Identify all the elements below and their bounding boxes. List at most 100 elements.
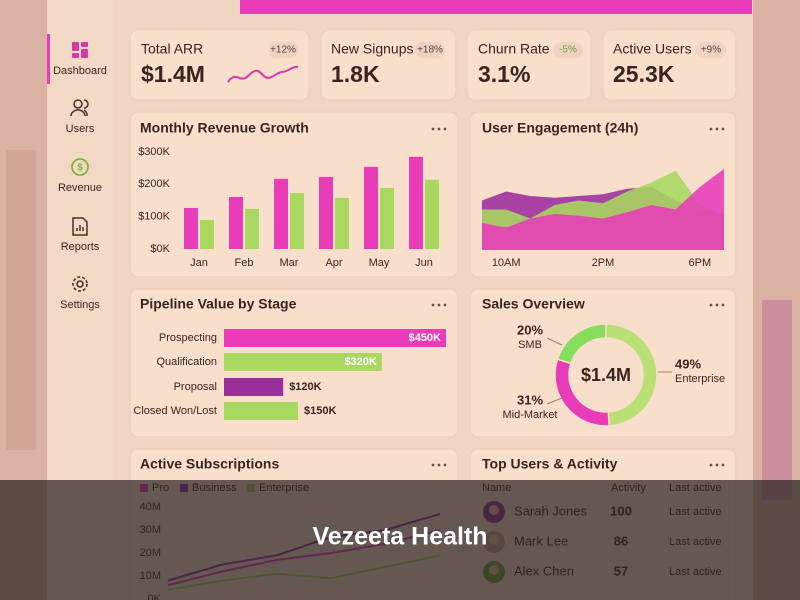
card-title: Top Users & Activity — [482, 456, 618, 472]
x-tick-label: Jan — [190, 257, 208, 269]
menu-dot[interactable] — [721, 127, 725, 131]
bar — [200, 219, 214, 249]
bar — [229, 196, 243, 249]
segment-name: Mid-Market — [502, 409, 557, 421]
icon-reports[interactable] — [72, 217, 88, 236]
menu-dot[interactable] — [437, 463, 441, 467]
kpi-value: 3.1% — [478, 61, 530, 87]
sparkline — [227, 65, 299, 83]
y-category-label: Closed Won/Lost — [133, 405, 217, 417]
menu-dot[interactable] — [715, 127, 719, 131]
x-tick-label: 10AM — [492, 257, 521, 269]
menu-dot[interactable] — [721, 463, 725, 467]
y-category-label: Prospecting — [159, 332, 217, 344]
connector — [546, 337, 563, 346]
value-label: $450K — [409, 332, 441, 344]
menu-dot[interactable] — [443, 463, 447, 467]
kpi-label: Total ARR — [141, 41, 203, 57]
donut-center: $1.4M — [581, 365, 631, 385]
y-tick-label: $0K — [150, 243, 170, 255]
menu-dot[interactable] — [431, 463, 435, 467]
nav-label[interactable]: Users — [66, 123, 95, 135]
icon-users[interactable] — [70, 99, 89, 117]
menu-dot[interactable] — [431, 303, 435, 307]
menu-dot[interactable] — [437, 127, 441, 131]
bar — [245, 208, 259, 249]
kpi-change: +12% — [270, 45, 296, 56]
bg-shape — [6, 150, 36, 450]
bar — [380, 187, 394, 249]
menu-dot[interactable] — [443, 303, 447, 307]
kpi-label: New Signups — [331, 41, 414, 57]
icon-dashboard[interactable] — [72, 42, 88, 58]
donut-segment — [554, 358, 610, 427]
nav-label[interactable]: Settings — [60, 299, 100, 311]
nav-label[interactable]: Revenue — [58, 182, 102, 194]
value-label: $150K — [304, 405, 336, 417]
segment-value: 20% — [517, 322, 543, 337]
x-tick-label: 2PM — [592, 257, 615, 269]
menu-dot[interactable] — [715, 463, 719, 467]
nav-label[interactable]: Reports — [61, 241, 100, 253]
card-title: Sales Overview — [482, 296, 585, 312]
value-label: $120K — [289, 381, 321, 393]
change-pill — [415, 42, 445, 58]
change-pill — [696, 42, 726, 58]
card-title: User Engagement (24h) — [482, 120, 638, 136]
kpi-change: -5% — [559, 45, 577, 56]
kpi-value: $1.4M — [141, 61, 205, 87]
icon-settings[interactable] — [72, 276, 88, 292]
icon-revenue[interactable]: $ — [71, 158, 89, 176]
bar — [224, 402, 298, 420]
x-tick-label: Mar — [280, 257, 299, 269]
x-tick-label: Jun — [415, 257, 433, 269]
segment-name: Enterprise — [675, 373, 725, 385]
change-pill — [553, 42, 583, 58]
menu-dot[interactable] — [709, 303, 713, 307]
bar — [224, 353, 382, 371]
menu-dot[interactable] — [721, 303, 725, 307]
bar — [335, 197, 349, 249]
menu-dot[interactable] — [431, 127, 435, 131]
y-category-label: Qualification — [156, 356, 217, 368]
menu-dot[interactable] — [709, 463, 713, 467]
x-tick-label: May — [369, 257, 390, 269]
kpi-change: +9% — [701, 45, 721, 56]
bar — [224, 329, 446, 347]
kpi-label: Churn Rate — [478, 41, 550, 57]
value-label: $320K — [344, 356, 376, 368]
bar — [184, 207, 198, 249]
bar — [425, 179, 439, 249]
y-tick-label: $200K — [138, 178, 170, 190]
svg-text:$: $ — [77, 163, 83, 174]
card-title: Active Subscriptions — [140, 456, 279, 472]
area — [482, 169, 724, 250]
connector — [546, 397, 563, 405]
x-tick-label: Apr — [325, 257, 342, 269]
menu-dot[interactable] — [443, 127, 447, 131]
bar — [274, 178, 288, 249]
segment-value: 31% — [517, 392, 543, 407]
menu-dot[interactable] — [709, 127, 713, 131]
card-title: Pipeline Value by Stage — [140, 296, 297, 312]
menu-dot[interactable] — [437, 303, 441, 307]
bar — [319, 176, 333, 249]
kpi-change: +18% — [417, 45, 443, 56]
y-tick-label: $300K — [138, 146, 170, 158]
bar — [290, 193, 304, 249]
change-pill — [268, 42, 298, 58]
card-title: Monthly Revenue Growth — [140, 120, 309, 136]
top-bar — [240, 0, 752, 14]
kpi-label: Active Users — [613, 41, 692, 57]
y-category-label: Proposal — [174, 381, 217, 393]
nav-label[interactable]: Dashboard — [53, 65, 107, 77]
segment-name: SMB — [518, 339, 542, 351]
bar — [364, 166, 378, 249]
kpi-value: 25.3K — [613, 61, 675, 87]
y-tick-label: $100K — [138, 211, 170, 223]
menu-dot[interactable] — [715, 303, 719, 307]
bar — [409, 156, 423, 249]
x-tick-label: 6PM — [688, 257, 711, 269]
caption-overlay — [0, 480, 800, 600]
